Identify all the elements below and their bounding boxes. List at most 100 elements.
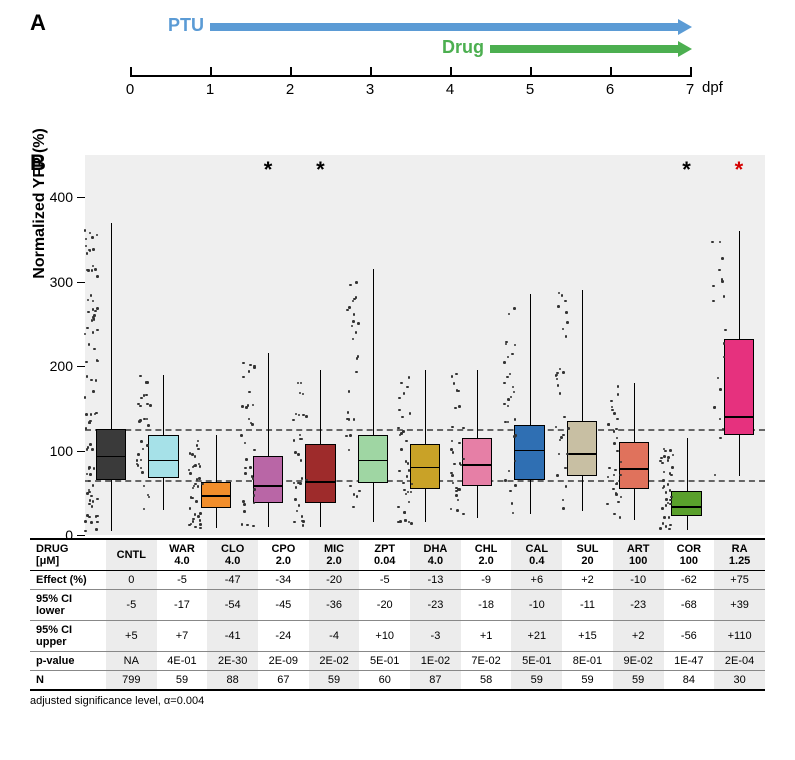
data-point (608, 423, 611, 426)
data-point (91, 269, 94, 272)
median-line (149, 460, 177, 462)
median-line (359, 460, 387, 462)
box-cpo (253, 456, 283, 502)
data-point (84, 520, 87, 523)
table-cell: -11 (562, 590, 613, 621)
data-point (86, 252, 89, 255)
table-cell: 84 (664, 671, 715, 691)
data-point (458, 442, 461, 445)
data-point (663, 471, 666, 474)
data-point (611, 406, 614, 409)
data-point (555, 426, 558, 429)
data-point (84, 396, 87, 399)
data-point (295, 413, 298, 416)
data-point (87, 299, 90, 302)
table-cell: -20 (359, 590, 410, 621)
data-point (358, 490, 361, 493)
data-point (398, 470, 401, 473)
data-point (85, 245, 88, 248)
data-point (188, 524, 191, 527)
data-point (565, 467, 568, 470)
data-point (562, 499, 565, 502)
table-cell: -5 (359, 571, 410, 590)
timeline-tick (130, 67, 132, 77)
data-point (90, 379, 93, 382)
data-point (620, 496, 623, 499)
data-point (302, 393, 305, 396)
data-point (562, 434, 565, 437)
median-line (672, 506, 700, 508)
data-point (452, 482, 455, 485)
table-row-label: 95% CI upper (30, 621, 106, 652)
table-cell: 88 (207, 671, 258, 691)
data-point (455, 490, 458, 493)
y-tick (77, 366, 85, 367)
table-cell: 1E-47 (664, 652, 715, 671)
data-point (503, 382, 506, 385)
data-point (301, 515, 304, 518)
data-point (94, 268, 97, 271)
table-row-label: N (30, 671, 106, 691)
data-point (724, 329, 727, 332)
table-header: CHL2.0 (461, 539, 512, 571)
data-point (87, 311, 90, 314)
data-point (565, 311, 568, 314)
median-line (515, 450, 543, 452)
data-point (513, 391, 516, 394)
data-point (245, 458, 248, 461)
data-point (718, 269, 721, 272)
data-point (717, 377, 720, 380)
data-point (349, 434, 352, 437)
data-point (509, 373, 512, 376)
table-cell: 4E-01 (157, 652, 208, 671)
data-point (242, 362, 245, 365)
timeline-tick-label: 1 (206, 81, 214, 98)
data-point (355, 281, 358, 284)
data-point (194, 455, 197, 458)
timeline-tick-label: 6 (606, 81, 614, 98)
data-point (297, 482, 300, 485)
data-point (613, 430, 616, 433)
data-point (352, 320, 355, 323)
data-point (505, 341, 508, 344)
data-point (149, 404, 152, 407)
table-cell: 59 (309, 671, 360, 691)
data-point (248, 370, 251, 373)
data-point (610, 400, 613, 403)
table-cell: 59 (613, 671, 664, 691)
whisker (530, 294, 531, 514)
data-point (197, 448, 200, 451)
data-point (298, 414, 301, 417)
data-point (404, 511, 407, 514)
data-point (192, 520, 195, 523)
data-point (91, 236, 94, 239)
data-point (671, 466, 674, 469)
data-point (611, 409, 614, 412)
data-point (617, 393, 620, 396)
data-point (451, 440, 454, 443)
data-point (669, 524, 672, 527)
dpf-label: dpf (702, 79, 723, 96)
data-point (401, 416, 404, 419)
table-cell: 799 (106, 671, 157, 691)
table-cell: -23 (613, 590, 664, 621)
data-point (455, 494, 458, 497)
data-point (349, 284, 352, 287)
data-point (459, 462, 462, 465)
data-point (292, 419, 295, 422)
data-point (299, 434, 302, 437)
table-cell: -56 (664, 621, 715, 652)
table-cell: +5 (106, 621, 157, 652)
data-point (140, 440, 143, 443)
data-point (712, 285, 715, 288)
y-tick (77, 197, 85, 198)
data-point (606, 503, 609, 506)
median-line (254, 485, 282, 487)
table-header: CLO4.0 (207, 539, 258, 571)
data-point (613, 442, 616, 445)
data-point (243, 510, 246, 513)
data-point (92, 265, 95, 268)
median-line (97, 456, 125, 458)
table-cell: +39 (714, 590, 765, 621)
data-point (90, 413, 93, 416)
